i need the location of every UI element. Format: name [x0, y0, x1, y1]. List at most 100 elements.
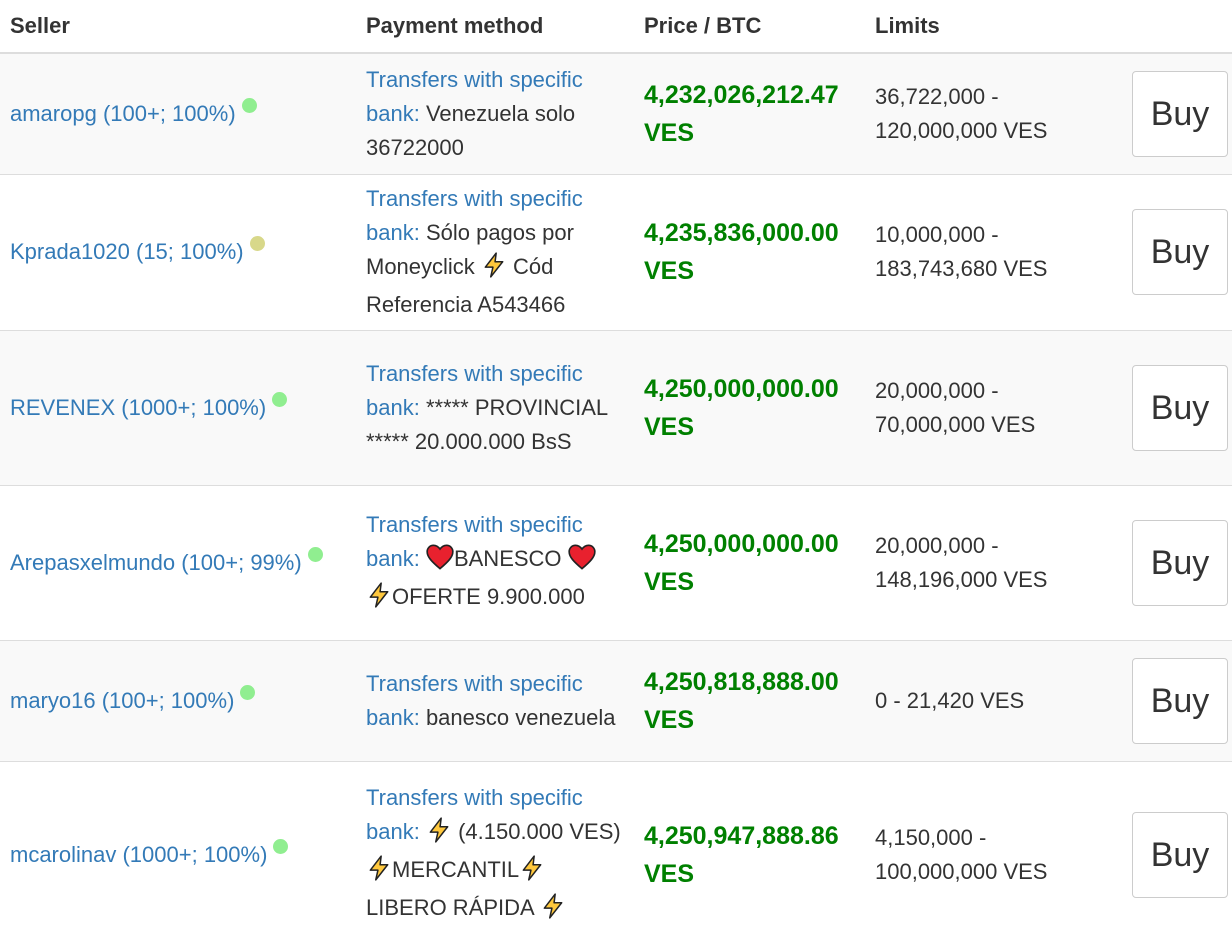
limit-min: 20,000,000 -	[875, 532, 999, 558]
limit-max: 70,000,000 VES	[875, 411, 1036, 437]
payment-details-text: Sólo pagos por Moneyclick	[366, 220, 574, 279]
seller-link[interactable]: maryo16 (100+; 100%)	[10, 687, 235, 713]
lightning-icon	[540, 893, 566, 929]
price-cell: 4,250,947,888.86 VES	[634, 760, 865, 949]
payment-method-cell: Transfers with specific bank: banesco ve…	[356, 639, 634, 761]
heart-icon	[426, 544, 454, 580]
price-value: 4,250,000,000.00	[644, 374, 839, 403]
buy-cell: Buy	[1117, 760, 1232, 949]
buy-cell: Buy	[1117, 173, 1232, 330]
seller-link[interactable]: Kprada1020 (15; 100%)	[10, 239, 244, 264]
lightning-icon	[426, 817, 452, 853]
header-action	[1117, 0, 1232, 54]
seller-cell: mcarolinav (1000+; 100%)	[0, 760, 356, 949]
table-row: Kprada1020 (15; 100%) Transfers with spec…	[0, 173, 1232, 330]
payment-method-link[interactable]: Transfers with specific bank:	[366, 670, 583, 730]
price-cell: 4,232,026,212.47 VES	[634, 52, 865, 174]
seller-link[interactable]: REVENEX (1000+; 100%)	[10, 394, 267, 420]
buy-button[interactable]: Buy	[1132, 70, 1228, 157]
payment-method-cell: Transfers with specific bank: Sólo pagos…	[356, 173, 634, 330]
lightning-icon	[366, 581, 392, 618]
online-status-icon	[307, 546, 323, 562]
buy-button[interactable]: Buy	[1132, 519, 1228, 606]
payment-method-cell: Transfers with specific bank: ***** PROV…	[356, 329, 634, 485]
payment-method-cell: Transfers with specific bank: Venezuela …	[356, 52, 634, 174]
lightning-icon	[481, 252, 507, 288]
payment-details-text: Venezuela solo 36722000	[366, 100, 576, 160]
seller-cell: Kprada1020 (15; 100%)	[0, 173, 356, 330]
buy-cell: Buy	[1117, 639, 1232, 761]
payment-method-link[interactable]: Transfers with specific bank:	[366, 360, 583, 420]
buy-cell: Buy	[1117, 52, 1232, 174]
limits-cell: 20,000,000 - 148,196,000 VES	[865, 484, 1117, 640]
payment-method-cell: Transfers with specific bank: (4.150.000…	[356, 760, 634, 949]
payment-details-text: BANESCO	[453, 545, 568, 571]
price-currency: VES	[644, 705, 695, 734]
price-cell: 4,235,836,000.00 VES	[634, 173, 865, 330]
seller-cell: amaropg (100+; 100%)	[0, 52, 356, 174]
limit-max: 183,743,680 VES	[875, 256, 1048, 281]
payment-method-link[interactable]: Transfers with specific bank:	[366, 186, 583, 245]
payment-method-link[interactable]: Transfers with specific bank:	[366, 66, 583, 126]
table-row: mcarolinav (1000+; 100%) Transfers with s…	[0, 760, 1232, 949]
payment-details-text: banesco venezuela	[419, 704, 616, 730]
buy-button[interactable]: Buy	[1132, 364, 1228, 451]
limits-cell: 36,722,000 - 120,000,000 VES	[865, 52, 1117, 174]
payment-method-cell: Transfers with specific bank: BANESCO OF…	[356, 484, 634, 640]
table-row: REVENEX (1000+; 100%) Transfers with spec…	[0, 329, 1232, 485]
table-header: Seller Payment method Price / BTC Limits	[0, 0, 1232, 54]
limit-max: 148,196,000 VES	[875, 566, 1048, 592]
price-currency: VES	[644, 257, 695, 285]
buy-button[interactable]: Buy	[1132, 657, 1228, 744]
table-row: amaropg (100+; 100%) Transfers with speci…	[0, 52, 1232, 174]
price-currency: VES	[644, 118, 695, 147]
seller-link[interactable]: Arepasxelmundo (100+; 99%)	[10, 549, 302, 575]
header-seller: Seller	[0, 0, 356, 54]
buy-cell: Buy	[1117, 329, 1232, 485]
seller-link[interactable]: amaropg (100+; 100%)	[10, 100, 236, 126]
price-currency: VES	[644, 412, 695, 441]
seller-cell: REVENEX (1000+; 100%)	[0, 329, 356, 485]
price-currency: VES	[644, 860, 695, 889]
price-value: 4,250,947,888.86	[644, 822, 839, 851]
payment-details-text: OFERTE 9.900.000	[392, 583, 585, 609]
price-value: 4,232,026,212.47	[644, 80, 839, 109]
payment-method-link[interactable]: Transfers with specific bank:	[366, 785, 583, 845]
online-status-icon	[272, 391, 288, 407]
limit-max: 100,000,000 VES	[875, 859, 1048, 885]
payment-method-link[interactable]: Transfers with specific bank:	[366, 511, 583, 571]
heart-icon	[568, 544, 596, 580]
payment-details-text: MERCANTIL	[392, 857, 520, 883]
buy-cell: Buy	[1117, 484, 1232, 640]
price-currency: VES	[644, 567, 695, 596]
payment-details-text: ***** PROVINCIAL ***** 20.000.000 BsS	[366, 394, 608, 454]
limit-max: 120,000,000 VES	[875, 117, 1048, 143]
limits-cell: 10,000,000 - 183,743,680 VES	[865, 173, 1117, 330]
price-cell: 4,250,000,000.00 VES	[634, 484, 865, 640]
price-value: 4,250,000,000.00	[644, 529, 839, 558]
seller-cell: maryo16 (100+; 100%)	[0, 639, 356, 761]
buy-button[interactable]: Buy	[1132, 209, 1228, 295]
limit-min: 36,722,000 -	[875, 83, 999, 109]
payment-details-text: (4.150.000 VES)	[451, 819, 621, 845]
online-status-icon	[241, 97, 257, 113]
online-status-icon	[240, 684, 256, 700]
price-value: 4,235,836,000.00	[644, 219, 839, 247]
table-body: amaropg (100+; 100%) Transfers with speci…	[0, 52, 1232, 949]
lightning-icon	[366, 855, 392, 891]
limit-min: 20,000,000 -	[875, 377, 999, 403]
seller-cell: Arepasxelmundo (100+; 99%)	[0, 484, 356, 640]
limits-cell: 4,150,000 - 100,000,000 VES	[865, 760, 1117, 949]
buy-button[interactable]: Buy	[1132, 812, 1228, 899]
seller-link[interactable]: mcarolinav (1000+; 100%)	[10, 842, 268, 868]
header-row: Seller Payment method Price / BTC Limits	[0, 0, 1232, 54]
table-row: maryo16 (100+; 100%) Transfers with speci…	[0, 639, 1232, 761]
online-status-icon	[273, 839, 289, 855]
price-cell: 4,250,000,000.00 VES	[634, 329, 865, 485]
table-row: Arepasxelmundo (100+; 99%) Transfers with…	[0, 484, 1232, 640]
header-limits: Limits	[865, 0, 1117, 54]
limit-min: 10,000,000 -	[875, 222, 999, 247]
header-price: Price / BTC	[634, 0, 865, 54]
payment-details-text: LIBERO RÁPIDA	[366, 895, 540, 921]
